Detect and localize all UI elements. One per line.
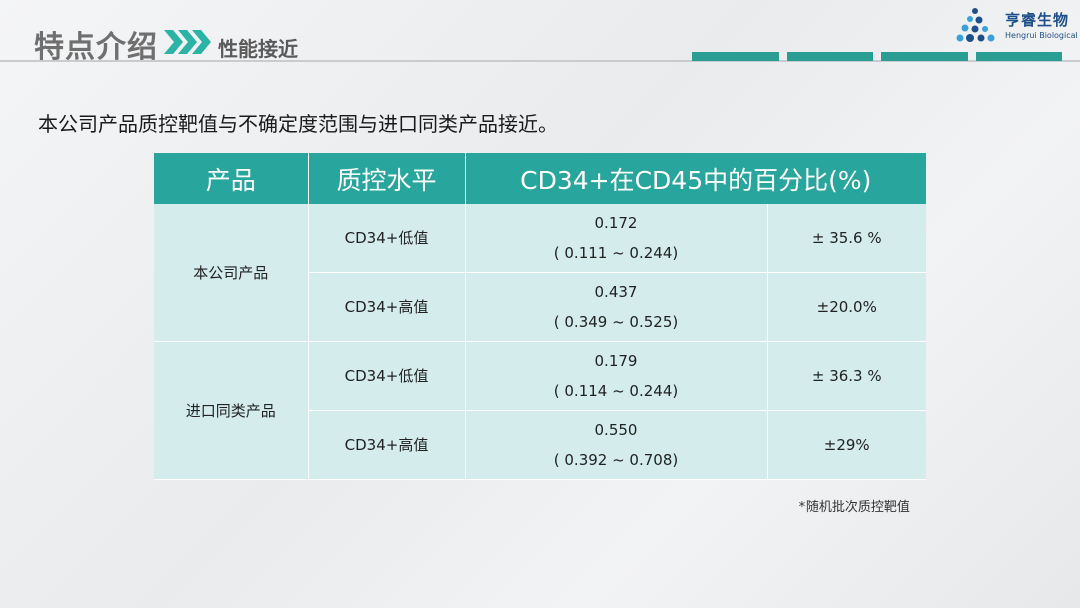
intro-text: 本公司产品质控靶值与不确定度范围与进口同类产品接近。 bbox=[38, 112, 558, 136]
target-value: 0.437 bbox=[594, 283, 638, 301]
company-logo: 亨睿生物 Hengrui Biological bbox=[955, 7, 1078, 47]
table-row: CD34+高值 0.437 ( 0.349 ~ 0.525) ±20.0% bbox=[154, 272, 926, 342]
uncertainty-cell: ± 35.6 % bbox=[767, 204, 926, 273]
header-percentage: CD34+在CD45中的百分比(%) bbox=[465, 153, 926, 204]
uncertainty-cell: ±29% bbox=[767, 410, 926, 480]
table-row: 进口同类产品 CD34+低值 0.179 ( 0.114 ~ 0.244) ± … bbox=[154, 341, 926, 480]
product-cell: 进口同类产品 bbox=[154, 341, 309, 480]
header-product: 产品 bbox=[154, 153, 309, 204]
logo-name-cn: 亨睿生物 bbox=[1005, 11, 1070, 29]
target-range: ( 0.392 ~ 0.708) bbox=[553, 451, 679, 469]
slide-header: 特点介绍 性能接近 亨睿生物 Hengrui Biological bbox=[0, 0, 1080, 70]
level-cell: CD34+高值 bbox=[308, 410, 466, 480]
uncertainty-cell: ± 36.3 % bbox=[767, 341, 926, 411]
slide-title: 特点介绍 bbox=[34, 30, 158, 65]
level-cell: CD34+低值 bbox=[308, 204, 466, 273]
value-cell: 0.172 ( 0.111 ~ 0.244) bbox=[465, 204, 768, 273]
accent-bar bbox=[975, 52, 1062, 61]
header-level: 质控水平 bbox=[308, 153, 466, 204]
target-value: 0.179 bbox=[594, 352, 638, 370]
accent-bar bbox=[881, 52, 968, 61]
value-cell: 0.437 ( 0.349 ~ 0.525) bbox=[465, 272, 768, 342]
logo-dots-icon bbox=[956, 8, 995, 42]
target-range: ( 0.349 ~ 0.525) bbox=[553, 313, 679, 331]
value-cell: 0.550 ( 0.392 ~ 0.708) bbox=[465, 410, 768, 480]
footnote: *随机批次质控靶值 bbox=[798, 500, 910, 515]
product-cell: 本公司产品 bbox=[154, 204, 309, 342]
table-row: 本公司产品 CD34+低值 0.172 ( 0.111 ~ 0.244) ± 3… bbox=[154, 204, 926, 342]
target-value: 0.172 bbox=[594, 214, 638, 232]
chevrons-icon bbox=[164, 30, 211, 54]
accent-bar bbox=[692, 52, 779, 61]
slide-subtitle: 性能接近 bbox=[218, 37, 298, 61]
level-cell: CD34+低值 bbox=[308, 341, 466, 411]
header-accent-bars bbox=[692, 52, 1062, 61]
logo-name-en: Hengrui Biological bbox=[1005, 31, 1078, 40]
target-range: ( 0.111 ~ 0.244) bbox=[553, 244, 679, 262]
comparison-table: 产品 质控水平 CD34+在CD45中的百分比(%) 本公司产品 CD34+低值… bbox=[154, 153, 926, 480]
target-range: ( 0.114 ~ 0.244) bbox=[553, 382, 679, 400]
level-cell: CD34+高值 bbox=[308, 272, 466, 342]
value-cell: 0.179 ( 0.114 ~ 0.244) bbox=[465, 341, 768, 411]
header-divider bbox=[0, 60, 1080, 62]
table-header-row: 产品 质控水平 CD34+在CD45中的百分比(%) bbox=[154, 153, 926, 204]
accent-bar bbox=[786, 52, 873, 61]
target-value: 0.550 bbox=[594, 421, 638, 439]
uncertainty-cell: ±20.0% bbox=[767, 272, 926, 342]
table-row: CD34+高值 0.550 ( 0.392 ~ 0.708) ±29% bbox=[154, 410, 926, 480]
